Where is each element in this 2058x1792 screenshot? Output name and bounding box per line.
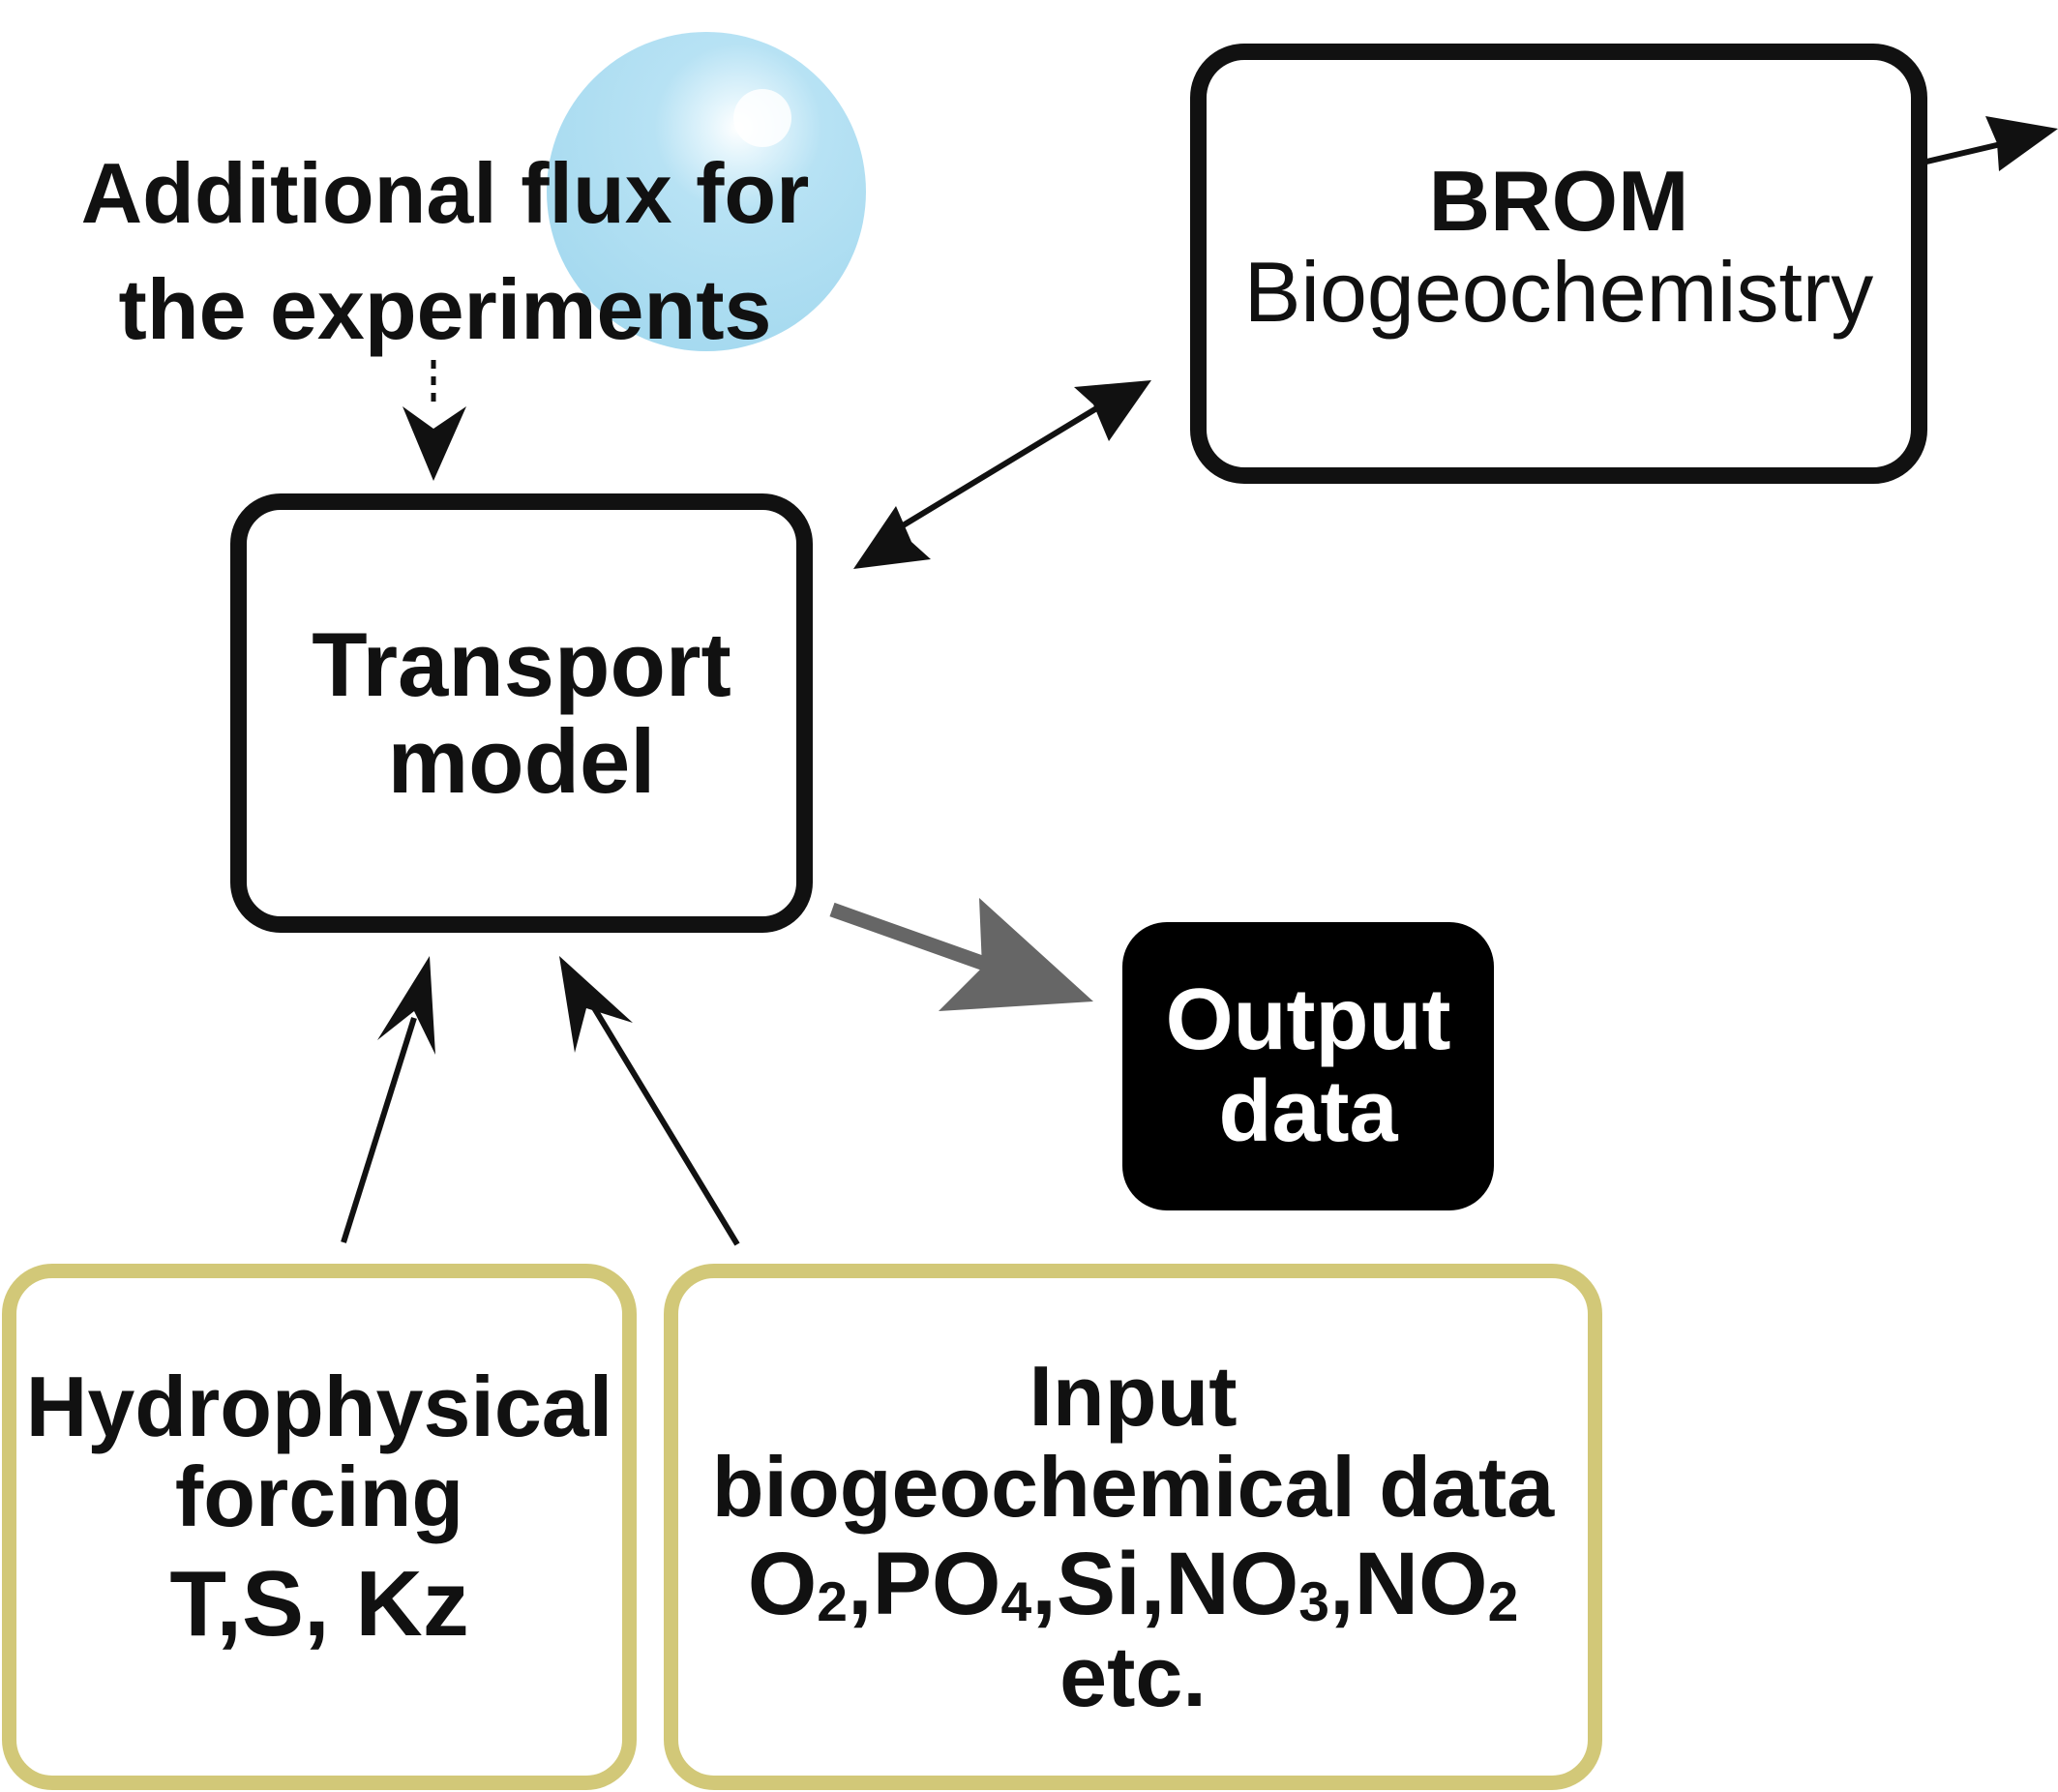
output-line2: data [1218,1063,1398,1160]
brom-box: BROM Biogeochemistry [1190,44,1927,484]
output-arrow-line [829,902,1009,979]
output-data-box: Output data [1122,922,1494,1210]
species-no2: NO2 [1354,1534,1519,1633]
hydro-arrow-head [377,956,435,1055]
input-arrow-head [559,956,633,1053]
hydro-line1: Hydrophysical [25,1358,613,1454]
input-arrow-line [587,1000,740,1246]
brom-out-arrow-head [1985,116,2058,171]
species-no3: NO3 [1165,1534,1329,1633]
input-line1: Input [1029,1348,1238,1445]
flux-label: Additional flux for the experiments [39,135,851,367]
species-po4: PO4 [872,1534,1032,1633]
input-data-box: Input biogeochemical data O2,PO4,Si,NO3,… [664,1264,1602,1790]
hydro-arrow-line [341,1017,417,1243]
flux-label-line2: the experiments [118,260,772,357]
transport-line2: model [387,710,656,812]
species-o2: O2 [747,1534,848,1633]
input-line4: etc. [1059,1628,1207,1725]
transport-brom-arrow-line [898,402,1105,530]
hydro-line2: forcing [174,1449,464,1545]
input-line2: biogeochemical data [711,1438,1555,1535]
transport-brom-arrowhead-end [1074,380,1151,441]
brom-subtitle: Biogeochemistry [1243,243,1874,340]
species-si: Si [1056,1534,1141,1633]
flux-arrow-head [403,406,466,481]
hydrophysical-forcing-box: Hydrophysical forcing T,S, Kz [2,1264,637,1790]
hydro-vars: T,S, Kz [169,1552,469,1657]
brom-title: BROM [1428,153,1689,250]
transport-brom-arrowhead-start [853,506,931,569]
input-species-list: O2,PO4,Si,NO3,NO2 [747,1534,1519,1633]
output-line1: Output [1165,971,1451,1068]
flux-label-line1: Additional flux for [80,145,810,241]
bubble-highlight [733,89,791,147]
output-arrow-head [939,898,1093,1011]
transport-model-box: Transport model [230,493,813,933]
transport-line1: Transport [312,613,731,716]
